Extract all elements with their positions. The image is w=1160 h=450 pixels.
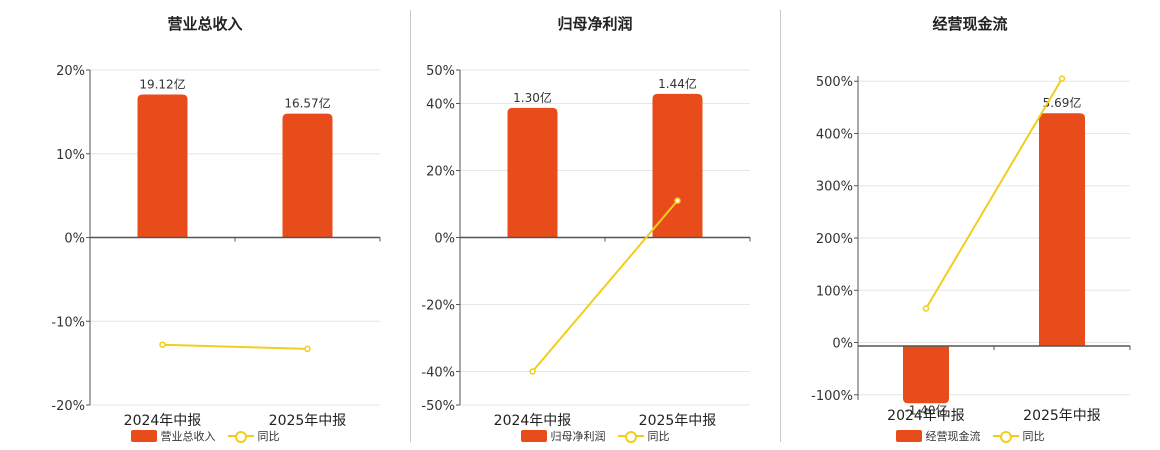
legend-item-bar[interactable]: 经营现金流 bbox=[895, 428, 981, 444]
bar bbox=[1039, 113, 1085, 347]
chart-legend: 经营现金流 同比 bbox=[780, 428, 1160, 444]
legend-item-bar[interactable]: 归母净利润 bbox=[520, 428, 606, 444]
y-tick-label: 100% bbox=[816, 284, 853, 299]
bar-value-label: 1.44亿 bbox=[658, 76, 697, 91]
legend-line-swatch bbox=[992, 430, 1019, 443]
yoy-line bbox=[162, 343, 308, 350]
yoy-point bbox=[304, 345, 311, 353]
chart-title: 经营现金流 bbox=[932, 15, 1008, 33]
yoy-point bbox=[159, 341, 166, 348]
legend-label: 同比 bbox=[257, 430, 280, 443]
x-category-label: 2024年中报 bbox=[124, 413, 202, 429]
x-category-label: 2025年中报 bbox=[639, 413, 717, 429]
yoy-line bbox=[925, 78, 1063, 310]
x-category-label: 2024年中报 bbox=[887, 408, 965, 424]
y-tick-label: -20% bbox=[421, 299, 455, 314]
y-tick-label: 10% bbox=[56, 148, 85, 163]
y-tick-label: 40% bbox=[426, 98, 455, 113]
yoy-line bbox=[531, 200, 679, 373]
bar bbox=[137, 94, 188, 238]
y-tick-label: 500% bbox=[816, 75, 853, 90]
x-category-label: 2025年中报 bbox=[1023, 408, 1101, 424]
y-tick-label: 300% bbox=[816, 180, 853, 195]
bar-value-label: -1.40亿 bbox=[904, 402, 947, 417]
y-tick-label: -20% bbox=[51, 399, 85, 414]
panel-divider bbox=[780, 10, 781, 442]
yoy-point bbox=[674, 197, 681, 204]
chart-plot: 500% 400% 300% 200% 100% 0% -100% -1.40亿 5.69亿 20… bbox=[811, 75, 1131, 424]
y-tick-label: 0% bbox=[434, 232, 455, 247]
legend-bar-swatch bbox=[520, 430, 547, 442]
y-tick-label: 50% bbox=[426, 64, 455, 79]
legend-label: 同比 bbox=[647, 430, 670, 443]
y-tick-label: 400% bbox=[816, 127, 853, 142]
chart-plot: 50% 40% 20% 0% -20% -40% -50% 1.30亿 1.44亿 2024年中报… bbox=[421, 64, 751, 429]
chart-title: 归母净利润 bbox=[557, 15, 633, 33]
legend-line-swatch bbox=[227, 430, 254, 443]
chart-panel-net-profit: 归母净利润 50% 40% 20% 0% -20% -40% -50% 1.30亿 1.44亿 2… bbox=[410, 0, 780, 450]
legend-item-line[interactable]: 同比 bbox=[992, 428, 1045, 444]
legend-label: 营业总收入 bbox=[160, 430, 216, 443]
chart-title: 营业总收入 bbox=[167, 15, 243, 33]
legend-label: 同比 bbox=[1022, 430, 1045, 443]
legend-bar-swatch bbox=[130, 430, 157, 442]
y-tick-label: -100% bbox=[811, 389, 853, 404]
chart-panel-revenue: 营业总收入 20% 10% 0% -10% -20% 19.12亿 16.57亿 2024年中… bbox=[0, 0, 410, 450]
y-tick-label: -40% bbox=[421, 366, 455, 381]
bar bbox=[903, 346, 949, 404]
yoy-point bbox=[922, 305, 930, 312]
legend-bar-swatch bbox=[895, 430, 922, 442]
bar bbox=[282, 113, 333, 238]
y-tick-label: 0% bbox=[832, 337, 853, 352]
x-category-label: 2025年中报 bbox=[269, 413, 347, 429]
y-tick-label: -50% bbox=[421, 399, 455, 414]
yoy-point bbox=[529, 368, 536, 375]
bar-value-label: 1.30亿 bbox=[513, 90, 552, 105]
chart-legend: 归母净利润 同比 bbox=[410, 428, 780, 444]
bar-value-label: 19.12亿 bbox=[139, 77, 185, 92]
y-tick-label: 0% bbox=[64, 232, 85, 247]
bar bbox=[652, 93, 703, 238]
yoy-point bbox=[1058, 75, 1066, 82]
bar-value-label: 16.57亿 bbox=[284, 96, 330, 111]
y-tick-label: 200% bbox=[816, 232, 853, 247]
chart-panel-cash-flow: 经营现金流 500% 400% 300% 200% 100% 0% -100% -1.40亿 5… bbox=[780, 0, 1160, 450]
y-tick-label: -10% bbox=[51, 315, 85, 330]
legend-label: 归母净利润 bbox=[550, 430, 606, 443]
legend-item-bar[interactable]: 营业总收入 bbox=[130, 428, 216, 444]
legend-item-line[interactable]: 同比 bbox=[617, 428, 670, 444]
legend-line-swatch bbox=[617, 430, 644, 443]
y-tick-label: 20% bbox=[426, 165, 455, 180]
chart-legend: 营业总收入 同比 bbox=[0, 428, 410, 444]
legend-item-line[interactable]: 同比 bbox=[227, 428, 280, 444]
legend-label: 经营现金流 bbox=[925, 430, 981, 443]
panel-divider bbox=[410, 10, 411, 442]
chart-plot: 20% 10% 0% -10% -20% 19.12亿 16.57亿 2024年中报 2025年… bbox=[51, 64, 381, 429]
bar bbox=[507, 107, 558, 238]
x-category-label: 2024年中报 bbox=[494, 413, 572, 429]
y-tick-label: 20% bbox=[56, 64, 85, 79]
bar-value-label: 5.69亿 bbox=[1043, 95, 1082, 110]
